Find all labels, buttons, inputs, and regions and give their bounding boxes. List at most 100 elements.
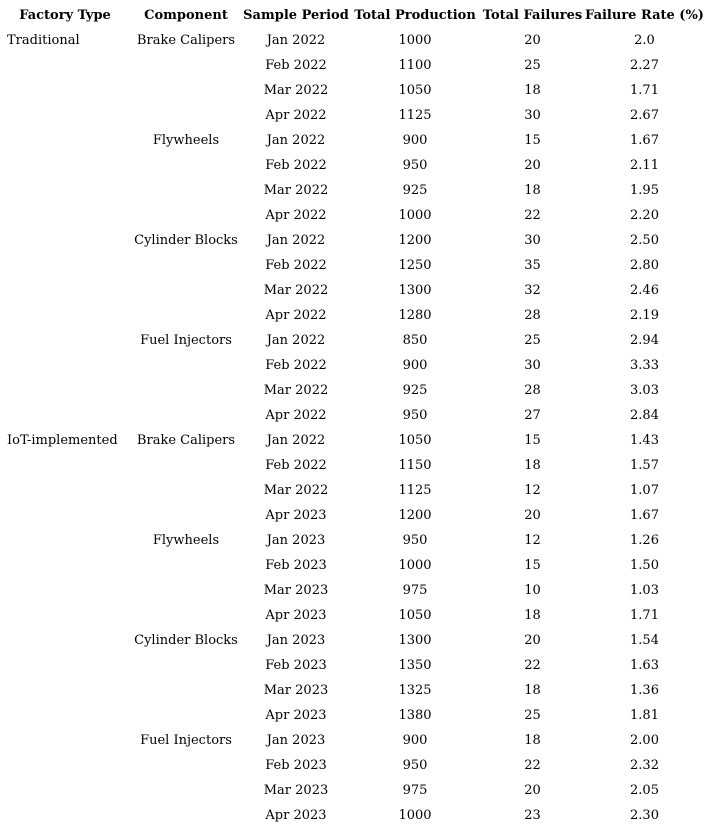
total-failures-cell: 25 (524, 58, 541, 73)
table-row: Mar 2023 975 20 2.05 (0, 778, 704, 803)
total-failures-cell: 20 (524, 783, 541, 798)
total-production-cell: 1050 (398, 608, 432, 623)
total-failures-cell: 30 (524, 358, 541, 373)
table-row: Cylinder Blocks Jan 2023 1300 20 1.54 (0, 628, 704, 653)
failure-rate-cell: 1.81 (630, 708, 659, 723)
component-cell (130, 153, 242, 178)
total-production-cell: 950 (402, 158, 428, 173)
table-row: Apr 2023 1380 25 1.81 (0, 703, 704, 728)
sample-period-cell: Apr 2023 (265, 808, 327, 823)
component-cell (130, 403, 242, 428)
total-production-cell: 900 (402, 133, 428, 148)
failure-rate-cell: 1.67 (630, 508, 659, 523)
sample-period-cell: Mar 2023 (263, 583, 329, 598)
factory-type-cell: IoT-implemented (7, 433, 118, 448)
table-row: Mar 2023 1325 18 1.36 (0, 678, 704, 703)
table-row: Apr 2022 1000 22 2.20 (0, 203, 704, 228)
sample-period-cell: Jan 2023 (266, 533, 326, 548)
component-cell (130, 503, 242, 528)
failure-rate-table: Factory Type Component Sample Period Total … (0, 3, 704, 828)
total-failures-cell: 18 (524, 683, 541, 698)
factory-type-cell (0, 128, 130, 153)
failure-rate-cell: 1.95 (630, 183, 659, 198)
total-production-cell: 1125 (398, 483, 432, 498)
factory-type-cell (0, 153, 130, 178)
sample-period-cell: Feb 2022 (265, 158, 327, 173)
failure-rate-cell: 1.36 (630, 683, 659, 698)
table-row: Apr 2023 1050 18 1.71 (0, 603, 704, 628)
total-failures-cell: 23 (524, 808, 541, 823)
table-row: Fuel Injectors Jan 2022 850 25 2.94 (0, 328, 704, 353)
factory-type-cell (0, 803, 130, 828)
component-cell (130, 553, 242, 578)
factory-type-cell (0, 228, 130, 253)
component-cell (130, 253, 242, 278)
sample-period-cell: Mar 2023 (263, 783, 329, 798)
total-failures-cell: 27 (524, 408, 541, 423)
factory-type-cell: Traditional (7, 33, 80, 48)
total-production-cell: 1150 (398, 458, 432, 473)
total-production-cell: 925 (402, 183, 428, 198)
component-cell (130, 678, 242, 703)
component-cell: Flywheels (152, 133, 220, 148)
component-cell: Fuel Injectors (140, 733, 232, 748)
component-cell (130, 278, 242, 303)
total-production-cell: 1200 (398, 508, 432, 523)
factory-type-cell (0, 353, 130, 378)
column-header: Component (144, 8, 228, 23)
sample-period-cell: Jan 2023 (266, 633, 326, 648)
total-production-cell: 1300 (398, 283, 432, 298)
factory-type-cell (0, 578, 130, 603)
failure-rate-cell: 1.71 (630, 608, 659, 623)
sample-period-cell: Feb 2022 (265, 358, 327, 373)
factory-type-cell (0, 103, 130, 128)
factory-type-cell (0, 278, 130, 303)
total-failures-cell: 32 (524, 283, 541, 298)
sample-period-cell: Feb 2022 (265, 458, 327, 473)
failure-rate-cell: 1.43 (630, 433, 659, 448)
component-cell (130, 178, 242, 203)
total-production-cell: 950 (402, 758, 428, 773)
factory-type-cell (0, 78, 130, 103)
factory-type-cell (0, 553, 130, 578)
total-production-cell: 975 (402, 583, 428, 598)
failure-rate-cell: 2.05 (630, 783, 659, 798)
table-row: Cylinder Blocks Jan 2022 1200 30 2.50 (0, 228, 704, 253)
table-row: Mar 2022 925 28 3.03 (0, 378, 704, 403)
sample-period-cell: Mar 2023 (263, 683, 329, 698)
component-cell (130, 453, 242, 478)
table-row: Mar 2022 1125 12 1.07 (0, 478, 704, 503)
total-production-cell: 1000 (398, 808, 432, 823)
total-production-cell: 1250 (398, 258, 432, 273)
total-failures-cell: 20 (524, 33, 541, 48)
factory-type-cell (0, 753, 130, 778)
total-production-cell: 1350 (398, 658, 432, 673)
table-row: Apr 2022 1280 28 2.19 (0, 303, 704, 328)
factory-type-cell (0, 453, 130, 478)
total-failures-cell: 15 (524, 433, 541, 448)
sample-period-cell: Mar 2022 (263, 483, 329, 498)
failure-rate-cell: 1.67 (630, 133, 659, 148)
component-cell (130, 603, 242, 628)
column-header: Sample Period (243, 8, 349, 23)
factory-type-cell (0, 178, 130, 203)
failure-rate-cell: 1.50 (630, 558, 659, 573)
total-failures-cell: 25 (524, 333, 541, 348)
failure-rate-cell: 2.50 (630, 233, 659, 248)
total-failures-cell: 30 (524, 108, 541, 123)
column-header: Failure Rate (%) (585, 8, 704, 23)
table-row: Apr 2023 1000 23 2.30 (0, 803, 704, 828)
sample-period-cell: Feb 2023 (265, 558, 327, 573)
sample-period-cell: Feb 2022 (265, 258, 327, 273)
factory-type-cell (0, 778, 130, 803)
total-failures-cell: 35 (524, 258, 541, 273)
failure-rate-cell: 2.0 (634, 33, 655, 48)
sample-period-cell: Jan 2022 (266, 233, 326, 248)
total-failures-cell: 12 (524, 483, 541, 498)
failure-rate-cell: 2.30 (630, 808, 659, 823)
total-failures-cell: 15 (524, 558, 541, 573)
column-header: Factory Type (19, 8, 111, 23)
table-row: Feb 2022 1150 18 1.57 (0, 453, 704, 478)
total-production-cell: 1100 (398, 58, 432, 73)
table-row: Feb 2023 1000 15 1.50 (0, 553, 704, 578)
